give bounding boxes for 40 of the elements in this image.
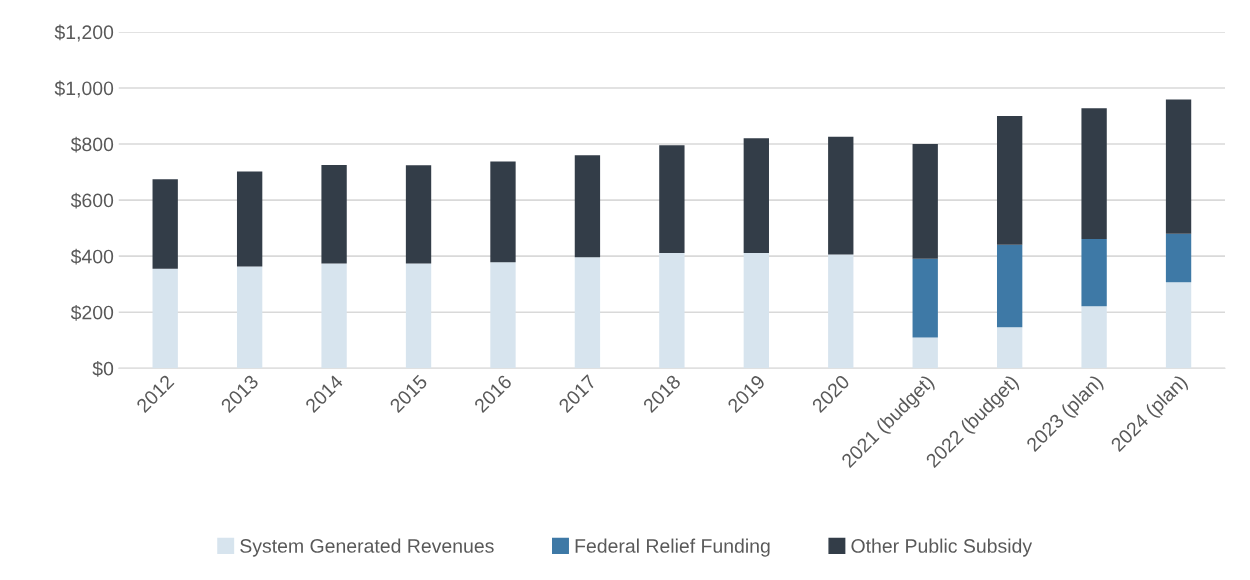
y-tick-label: $400 xyxy=(70,248,114,265)
bar xyxy=(1081,239,1107,307)
bar xyxy=(659,145,685,254)
bar xyxy=(912,337,938,369)
bar xyxy=(152,268,178,369)
bar xyxy=(1081,108,1107,240)
bar xyxy=(1081,306,1107,369)
bar xyxy=(405,263,432,369)
bar xyxy=(152,179,178,269)
bar xyxy=(743,253,769,369)
bar xyxy=(321,165,347,264)
legend-label: Federal Relief Funding xyxy=(575,538,770,557)
bar xyxy=(743,138,769,254)
y-tick-label: $800 xyxy=(70,136,114,153)
y-tick-label: $1,200 xyxy=(54,24,114,42)
bar xyxy=(659,253,685,369)
bar xyxy=(912,144,938,259)
bar xyxy=(912,258,938,338)
bar xyxy=(996,327,1023,369)
bar xyxy=(996,116,1023,245)
y-tick-label: $1,000 xyxy=(54,80,114,98)
y-tick-label: $0 xyxy=(92,360,114,377)
y-tick-label: $200 xyxy=(70,304,114,321)
bar xyxy=(1165,233,1192,283)
bar xyxy=(321,263,347,369)
bar xyxy=(574,257,601,369)
bar xyxy=(996,244,1023,328)
bar xyxy=(490,161,516,263)
legend-label: Other Public Subsidy xyxy=(851,538,1033,557)
y-tick-label: $600 xyxy=(70,192,114,209)
bar xyxy=(405,165,432,264)
bar xyxy=(1165,99,1192,234)
bar xyxy=(490,262,516,369)
bar xyxy=(828,254,854,369)
bar xyxy=(236,171,263,267)
legend-label: System Generated Revenues xyxy=(240,538,494,557)
bar xyxy=(1165,282,1192,369)
bar xyxy=(828,136,854,255)
bar xyxy=(236,266,263,369)
bar xyxy=(574,155,601,258)
